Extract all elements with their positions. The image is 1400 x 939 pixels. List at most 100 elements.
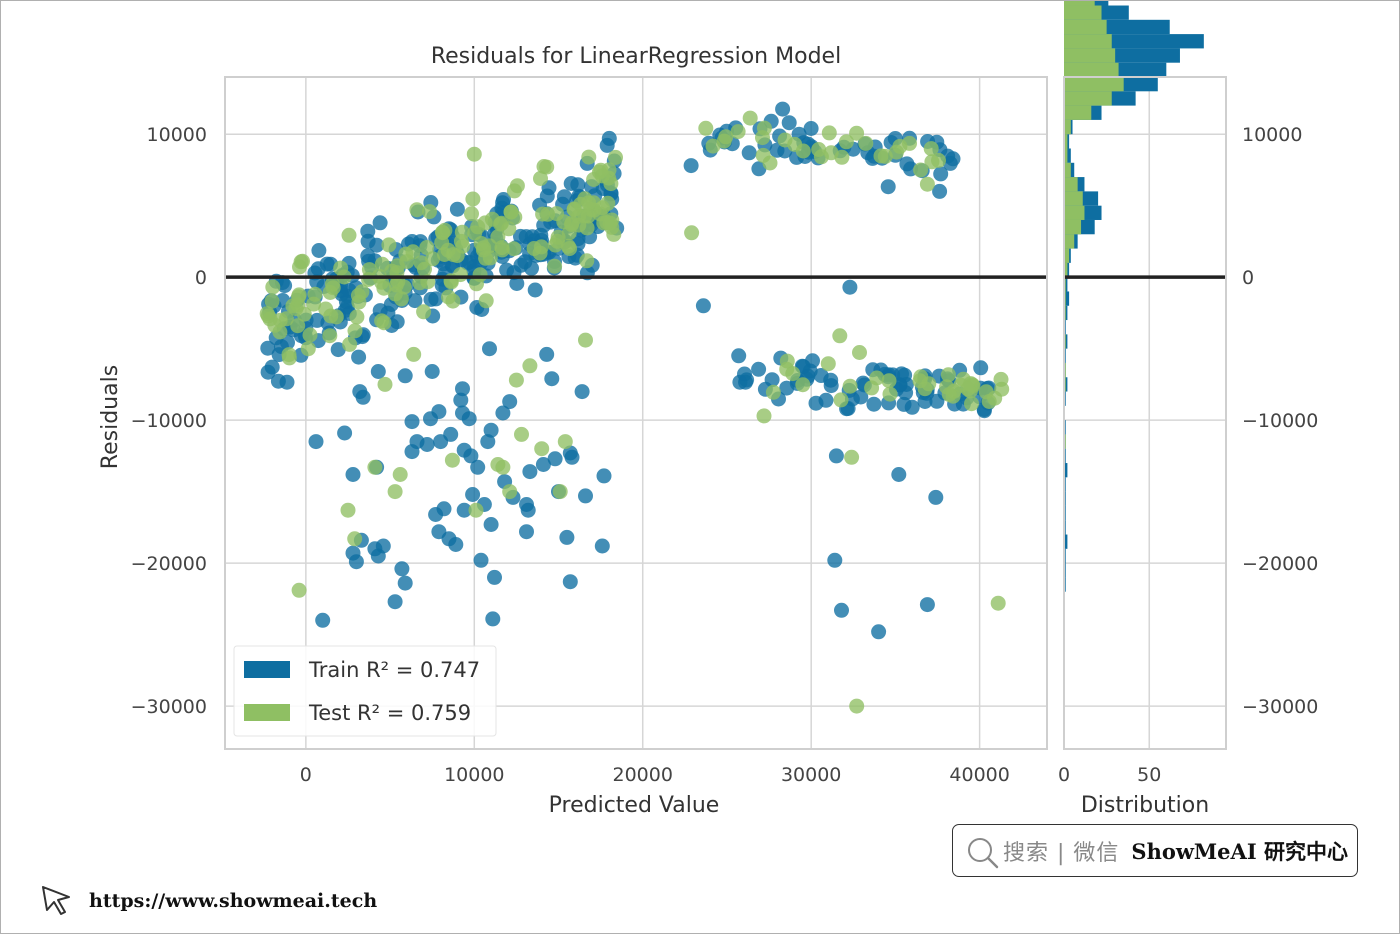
test-point [939,379,955,395]
train-point [562,574,578,590]
train-point [803,121,819,136]
test-point [849,698,865,714]
test-histogram-bar [1064,191,1083,206]
train-point [599,137,615,153]
train-point [404,414,420,430]
train-point [264,359,280,375]
hist-y-tick-label: −30000 [1242,696,1318,718]
test-point [281,347,297,363]
test-point [490,229,506,245]
test-point [547,258,563,274]
test-point [377,376,393,392]
hist-y-tick-label: −10000 [1242,410,1318,432]
train-point [337,425,353,441]
test-point [347,323,363,339]
test-histogram-bar [1064,119,1071,135]
test-histogram-bar [1064,34,1112,49]
train-point [535,457,551,472]
train-point [594,538,610,554]
test-point [416,304,432,320]
train-point [813,368,829,383]
search-icon [967,837,999,868]
test-point [873,148,889,164]
test-point [539,159,555,175]
train-point [330,342,346,358]
test-point [367,459,383,475]
test-point [858,135,874,151]
test-point [882,386,898,402]
train-point [781,115,797,131]
test-point [601,162,617,178]
test-point [347,531,363,547]
test-point [453,267,468,283]
test-point [264,293,280,309]
test-point [387,484,403,500]
train-point [524,260,539,276]
test-point [993,371,1009,387]
test-point [849,125,865,141]
hist-y-tick-label: 0 [1242,267,1254,289]
y-tick-label: −10000 [131,410,207,432]
test-point [684,225,700,241]
test-point [581,195,597,211]
test-point [522,358,538,374]
test-point [340,502,356,518]
train-point [574,384,590,400]
y-tick-label: −20000 [131,553,207,575]
train-point [370,364,386,379]
search-placeholder: 搜索 | 微信 [1003,840,1120,866]
x-tick-label: 40000 [949,764,1009,786]
test-histogram-bar [1064,219,1082,235]
train-point [919,597,935,613]
train-point [372,215,388,231]
train-point [805,353,820,369]
test-point [560,238,576,254]
x-tick-label: 20000 [613,764,673,786]
train-point [942,155,958,171]
train-point [559,529,575,545]
train-point [311,243,327,258]
test-point [889,144,904,160]
legend-swatch-train [244,661,290,678]
train-point [779,380,795,396]
test-point [820,356,836,372]
test-point [534,441,550,457]
train-point [419,437,435,452]
train-point [397,575,413,591]
test-point [409,202,425,218]
test-point [705,138,721,154]
test-histogram-bar [1064,262,1068,278]
test-point [441,289,456,305]
hist-x-tick-label: 50 [1137,764,1161,786]
test-point [742,110,758,126]
test-point [466,146,482,162]
histogram-area [1064,77,1226,749]
test-point [306,296,322,312]
x-tick-label: 30000 [781,764,841,786]
test-point [278,311,294,327]
test-point [594,200,610,216]
test-histogram-bar [1064,77,1124,92]
train-point [880,179,896,195]
train-point [360,248,376,264]
train-point [823,378,839,394]
test-histogram-bar [1064,134,1068,149]
train-point [453,392,469,408]
test-point [526,241,542,256]
train-point [436,501,452,517]
train-point [596,468,612,484]
train-point [351,349,367,365]
train-point [370,548,386,564]
train-point [404,444,420,460]
train-point [279,374,295,390]
test-histogram-bar [1064,5,1102,20]
test-histogram-bar [1064,0,1095,6]
train-point [563,176,579,191]
test-point [291,289,306,305]
test-point [579,253,595,269]
test-point [425,251,440,267]
test-point [864,380,880,396]
test-point [940,367,956,383]
train-point [502,394,518,410]
train-point [345,467,361,482]
